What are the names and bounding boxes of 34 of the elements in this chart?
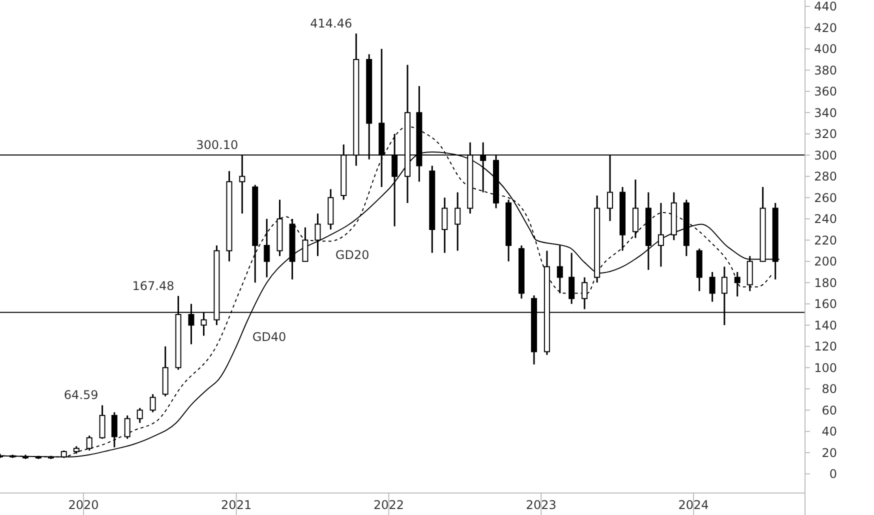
y-tick-label: 240 — [814, 212, 837, 226]
y-tick-label: 20 — [822, 446, 837, 460]
y-tick-label: 320 — [814, 127, 837, 142]
x-tick-label: 2024 — [678, 498, 709, 512]
annotation: 414.46 — [310, 16, 352, 31]
series-label: GD20 — [335, 248, 370, 262]
y-tick-label: 0 — [829, 467, 837, 482]
y-tick-label: 60 — [822, 403, 837, 418]
y-tick-label: 440 — [814, 0, 837, 14]
y-tick-label: 180 — [814, 276, 837, 290]
y-tick-label: 200 — [814, 254, 837, 269]
x-tick-label: 2020 — [68, 498, 99, 512]
y-tick-label: 100 — [814, 360, 837, 375]
y-tick-label: 300 — [814, 148, 837, 162]
annotation: 64.59 — [64, 388, 98, 402]
x-tick-label: 2021 — [221, 498, 252, 512]
y-tick-label: 400 — [814, 42, 837, 56]
x-tick-label: 2023 — [526, 498, 556, 512]
y-tick-label: 220 — [814, 233, 837, 248]
y-tick-label: 360 — [814, 84, 837, 99]
y-tick-label: 280 — [814, 170, 837, 184]
y-tick-label: 40 — [822, 424, 837, 439]
y-tick-label: 340 — [814, 106, 837, 120]
y-tick-label: 260 — [814, 190, 837, 205]
y-tick-label: 120 — [814, 340, 837, 354]
y-tick-label: 140 — [814, 318, 837, 332]
y-tick-label: 420 — [814, 20, 837, 35]
y-tick-label: 380 — [814, 63, 837, 78]
y-tick-label: 160 — [814, 297, 837, 312]
x-tick-label: 2022 — [373, 498, 404, 512]
series-label: GD40 — [252, 330, 286, 344]
y-tick-label: 80 — [822, 382, 837, 396]
annotation: 300.10 — [196, 138, 238, 152]
annotation: 167.48 — [132, 278, 174, 293]
